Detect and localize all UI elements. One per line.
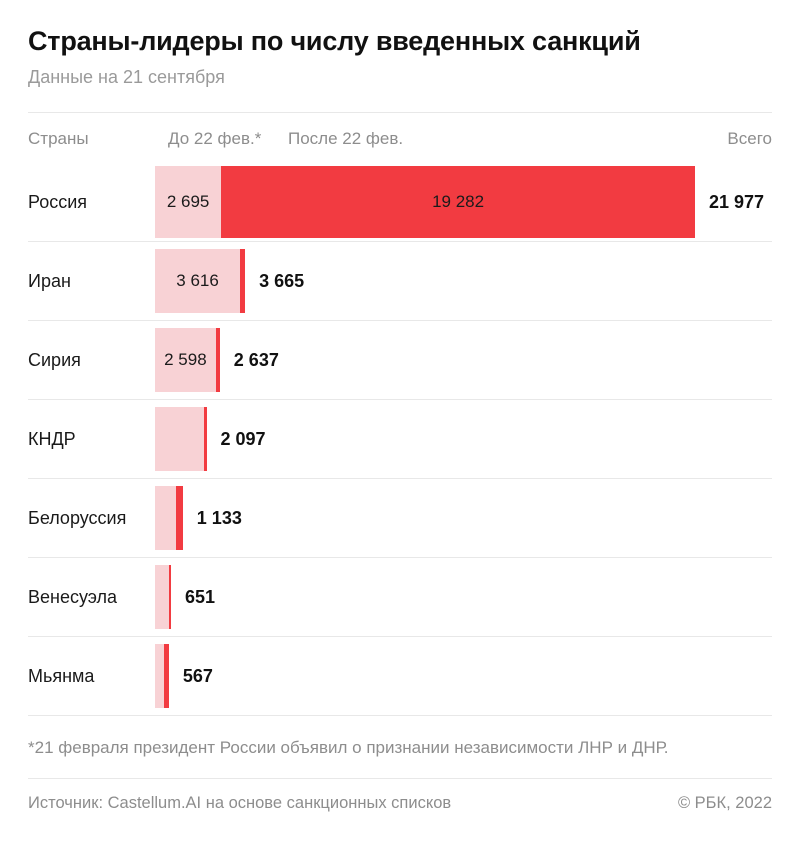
- bar-area: 567: [155, 644, 772, 708]
- stacked-bar: 2 598: [155, 328, 220, 392]
- chart-row: Иран 3 616 3 665: [28, 242, 772, 321]
- bar-area: 651: [155, 565, 772, 629]
- before-value: 2 695: [166, 192, 210, 211]
- total-value: 2 097: [220, 428, 266, 449]
- page-subtitle: Данные на 21 сентября: [28, 67, 225, 87]
- footnote: *21 февраля президент России объявил о п…: [28, 738, 669, 757]
- chart-row: Венесуэла 651: [28, 558, 772, 637]
- country-label: Сирия: [28, 349, 81, 370]
- chart-row: Мьянма 567: [28, 637, 772, 716]
- col-header-total: Всего: [727, 129, 772, 148]
- chart-row: Белоруссия 1 133: [28, 479, 772, 558]
- country-label: Иран: [28, 270, 71, 291]
- country-label: Мьянма: [28, 665, 95, 686]
- bar-area: 1 133: [155, 486, 772, 550]
- total-value: 567: [182, 665, 213, 686]
- total-value: 651: [185, 586, 216, 607]
- bar-segment-before: [155, 407, 204, 471]
- total-value: 21 977: [708, 191, 765, 212]
- col-header-before-feb22: До 22 фев.*: [168, 129, 262, 148]
- col-header-after-feb22: После 22 фев.: [288, 129, 404, 148]
- bar-segment-before: 3 616: [155, 249, 241, 313]
- bar-segment-after: [215, 328, 220, 392]
- bar-area: 2 695 19 282 21 977: [155, 166, 772, 238]
- before-value: 2 598: [164, 350, 207, 369]
- divider-bottom: [28, 778, 772, 779]
- chart-row: КНДР 2 097: [28, 400, 772, 479]
- bar-area: 2 598 2 637: [155, 328, 772, 392]
- stacked-bar: 2 695 19 282: [155, 166, 695, 238]
- col-header-countries: Страны: [28, 129, 89, 148]
- copyright-text: © РБК, 2022: [677, 794, 772, 812]
- chart-row: Россия 2 695 19 282 21 977: [28, 163, 772, 242]
- bar-segment-after: [240, 249, 246, 313]
- bar-segment-before: 2 598: [155, 328, 216, 392]
- bar-segment-before: [155, 486, 176, 550]
- bar-segment-after: [169, 565, 171, 629]
- before-value: 3 616: [176, 271, 219, 290]
- total-value: 2 637: [233, 349, 279, 370]
- stacked-bar: [155, 407, 207, 471]
- stacked-bar: [155, 565, 171, 629]
- bar-area: 2 097: [155, 407, 772, 471]
- chart-rows: Россия 2 695 19 282 21 977 Иран 3 616 3 665 Сир…: [28, 163, 772, 716]
- bar-segment-after: [203, 407, 207, 471]
- country-label: Белоруссия: [28, 507, 127, 528]
- total-value: 3 665: [259, 270, 305, 291]
- bar-area: 3 616 3 665: [155, 249, 772, 313]
- bar-segment-before: [155, 644, 164, 708]
- footer: Источник: Castellum.AI на основе санкцио…: [28, 794, 772, 813]
- divider-top: [28, 112, 772, 113]
- chart-row: Сирия 2 598 2 637: [28, 321, 772, 400]
- total-value: 1 133: [196, 507, 242, 528]
- country-label: Венесуэла: [28, 586, 118, 607]
- column-headers: Страны До 22 фев.* После 22 фев. Всего: [28, 129, 772, 149]
- bar-segment-before: [155, 565, 169, 629]
- bar-segment-before: 2 695: [155, 166, 222, 238]
- stacked-bar: [155, 486, 183, 550]
- source-text: Источник: Castellum.AI на основе санкцио…: [28, 794, 452, 812]
- country-label: Россия: [28, 191, 88, 212]
- stacked-bar: 3 616: [155, 249, 246, 313]
- page-title: Страны-лидеры по числу введенных санкций: [28, 26, 641, 56]
- bar-segment-after: [163, 644, 169, 708]
- bar-segment-after: 19 282: [221, 166, 695, 238]
- bar-segment-after: [175, 486, 183, 550]
- after-value: 19 282: [432, 192, 485, 211]
- country-label: КНДР: [28, 428, 76, 449]
- stacked-bar: [155, 644, 169, 708]
